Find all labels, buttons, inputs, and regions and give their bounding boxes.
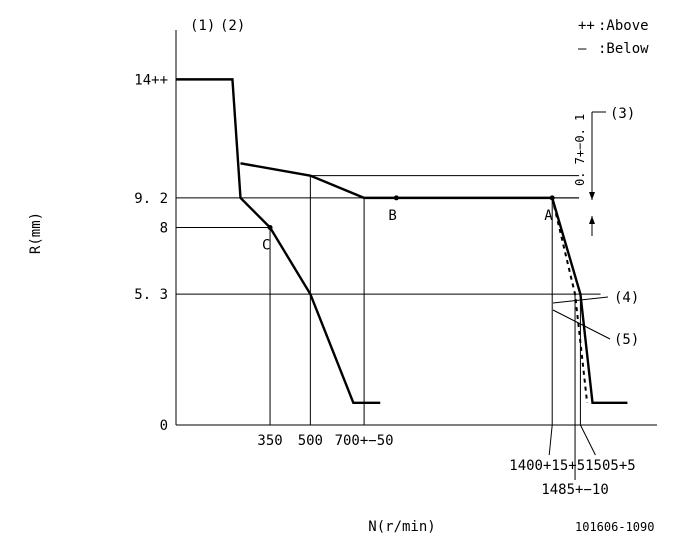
tolerance-dimension: 0. 7+−0. 1	[573, 111, 606, 236]
point-label-a: A	[544, 208, 553, 224]
x-tick-label: 500	[298, 433, 323, 449]
callout-3: (3)	[610, 106, 635, 122]
x-tick-label: 350	[257, 433, 282, 449]
callout-4: (4)	[614, 290, 639, 306]
header-label-2: (2)	[220, 18, 245, 34]
legend-below-symbol: —	[578, 41, 587, 57]
tolerance-text: 0. 7+−0. 1	[573, 114, 587, 186]
callout-5: (5)	[614, 332, 639, 348]
drawing-code: 101606-1090	[575, 520, 654, 534]
point-marker-b	[393, 195, 399, 201]
legend-above-text: :Above	[598, 18, 649, 34]
tick-leader-line	[548, 424, 553, 456]
point-label-c: C	[262, 238, 270, 254]
y-tick-label: 0	[160, 418, 168, 434]
y-tick-label: 14++	[134, 72, 168, 88]
y-tick-label: 9. 2	[134, 191, 168, 207]
tick-leader-line	[579, 424, 596, 456]
series-line-0	[176, 78, 381, 404]
x-tick-label: 1505+5	[585, 458, 636, 474]
legend-below-text: :Below	[598, 41, 649, 57]
point-marker-c	[267, 225, 273, 230]
legend-above-symbol: ++	[578, 18, 595, 34]
point-marker-a	[549, 195, 555, 201]
legend: ++ :Above — :Below	[578, 18, 649, 57]
x-tick-label: 1400+15+5	[509, 458, 585, 474]
y-axis-label: R(mm)	[28, 212, 44, 254]
series-line-1	[240, 162, 628, 404]
x-tick-label: 1485+−10	[541, 482, 608, 498]
x-axis-label: N(r/min)	[368, 519, 435, 535]
series-line-2	[551, 197, 589, 403]
x-tick-label: 700+−50	[335, 433, 394, 449]
point-label-b: B	[388, 208, 396, 224]
header-label-1: (1)	[190, 18, 215, 34]
y-tick-label: 8	[160, 221, 168, 237]
y-tick-label: 5. 3	[134, 287, 168, 303]
